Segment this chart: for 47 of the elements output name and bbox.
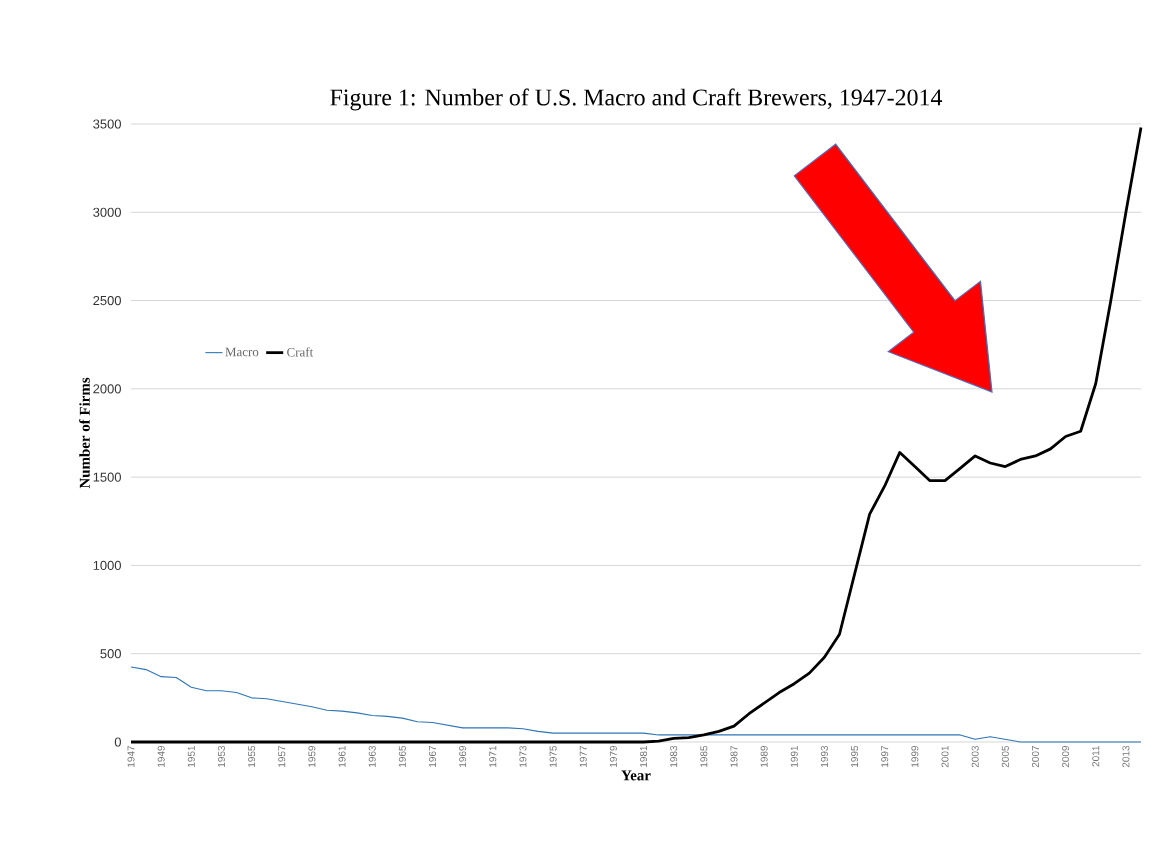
x-tick-label: 1981 (640, 745, 648, 767)
x-tick-label: 1965 (398, 745, 406, 767)
x-tick-label: 1979 (609, 745, 617, 767)
y-tick-label: 1500 (93, 472, 121, 482)
x-tick-label: 2009 (1062, 745, 1070, 768)
x-tick-label: 1961 (338, 745, 346, 767)
x-tick-label: 1995 (851, 745, 859, 767)
y-tick-label: 3000 (93, 207, 121, 217)
y-axis-title: Number of Firms (79, 377, 90, 489)
x-tick-label: 1967 (428, 746, 437, 767)
x-tick-label: 1971 (489, 745, 497, 767)
x-tick-label: 2003 (971, 745, 979, 768)
x-axis-title: Year (621, 770, 651, 781)
legend-label: Macro (225, 347, 259, 357)
x-tick-label: 1959 (308, 745, 316, 767)
x-tick-label: 1983 (670, 745, 678, 767)
x-tick-label: 1953 (217, 745, 225, 767)
x-tick-label: 1973 (519, 745, 527, 767)
x-tick-label: 1999 (911, 745, 919, 767)
y-tick-label: 500 (100, 649, 121, 659)
x-tick-label: 2005 (1001, 745, 1009, 768)
x-tick-label: 1989 (760, 745, 768, 767)
x-tick-label: 1957 (278, 746, 286, 767)
y-tick-label: 1000 (93, 560, 121, 570)
x-tick-label: 2013 (1122, 745, 1130, 768)
x-tick-label: 1997 (881, 746, 889, 767)
y-tick-label: 2500 (93, 295, 121, 306)
y-tick-label: 2000 (93, 384, 121, 394)
x-tick-label: 2007 (1031, 746, 1039, 768)
x-tick-label: 1985 (700, 745, 708, 767)
x-tick-label: 1975 (549, 745, 557, 767)
chart-title: Figure 1: Number of U.S. Macro and Craft Brewers, 1947-2014 (330, 88, 943, 111)
x-tick-label: 1951 (187, 745, 195, 767)
x-tick-label: 2001 (941, 745, 949, 768)
x-tick-label: 1991 (790, 745, 798, 767)
y-tick-label: 0 (114, 737, 121, 747)
legend-label: Craft (287, 347, 314, 357)
x-tick-label: 1947 (127, 746, 135, 767)
x-tick-label: 1977 (579, 746, 587, 767)
x-tick-label: 1987 (730, 746, 738, 767)
x-tick-label: 1969 (459, 745, 467, 767)
x-tick-label: 2011 (1092, 745, 1100, 767)
x-tick-label: 1993 (820, 745, 828, 767)
x-tick-label: 1963 (368, 745, 376, 767)
x-tick-label: 1955 (248, 745, 256, 767)
x-tick-label: 1949 (157, 745, 165, 767)
y-tick-label: 3500 (93, 119, 121, 129)
